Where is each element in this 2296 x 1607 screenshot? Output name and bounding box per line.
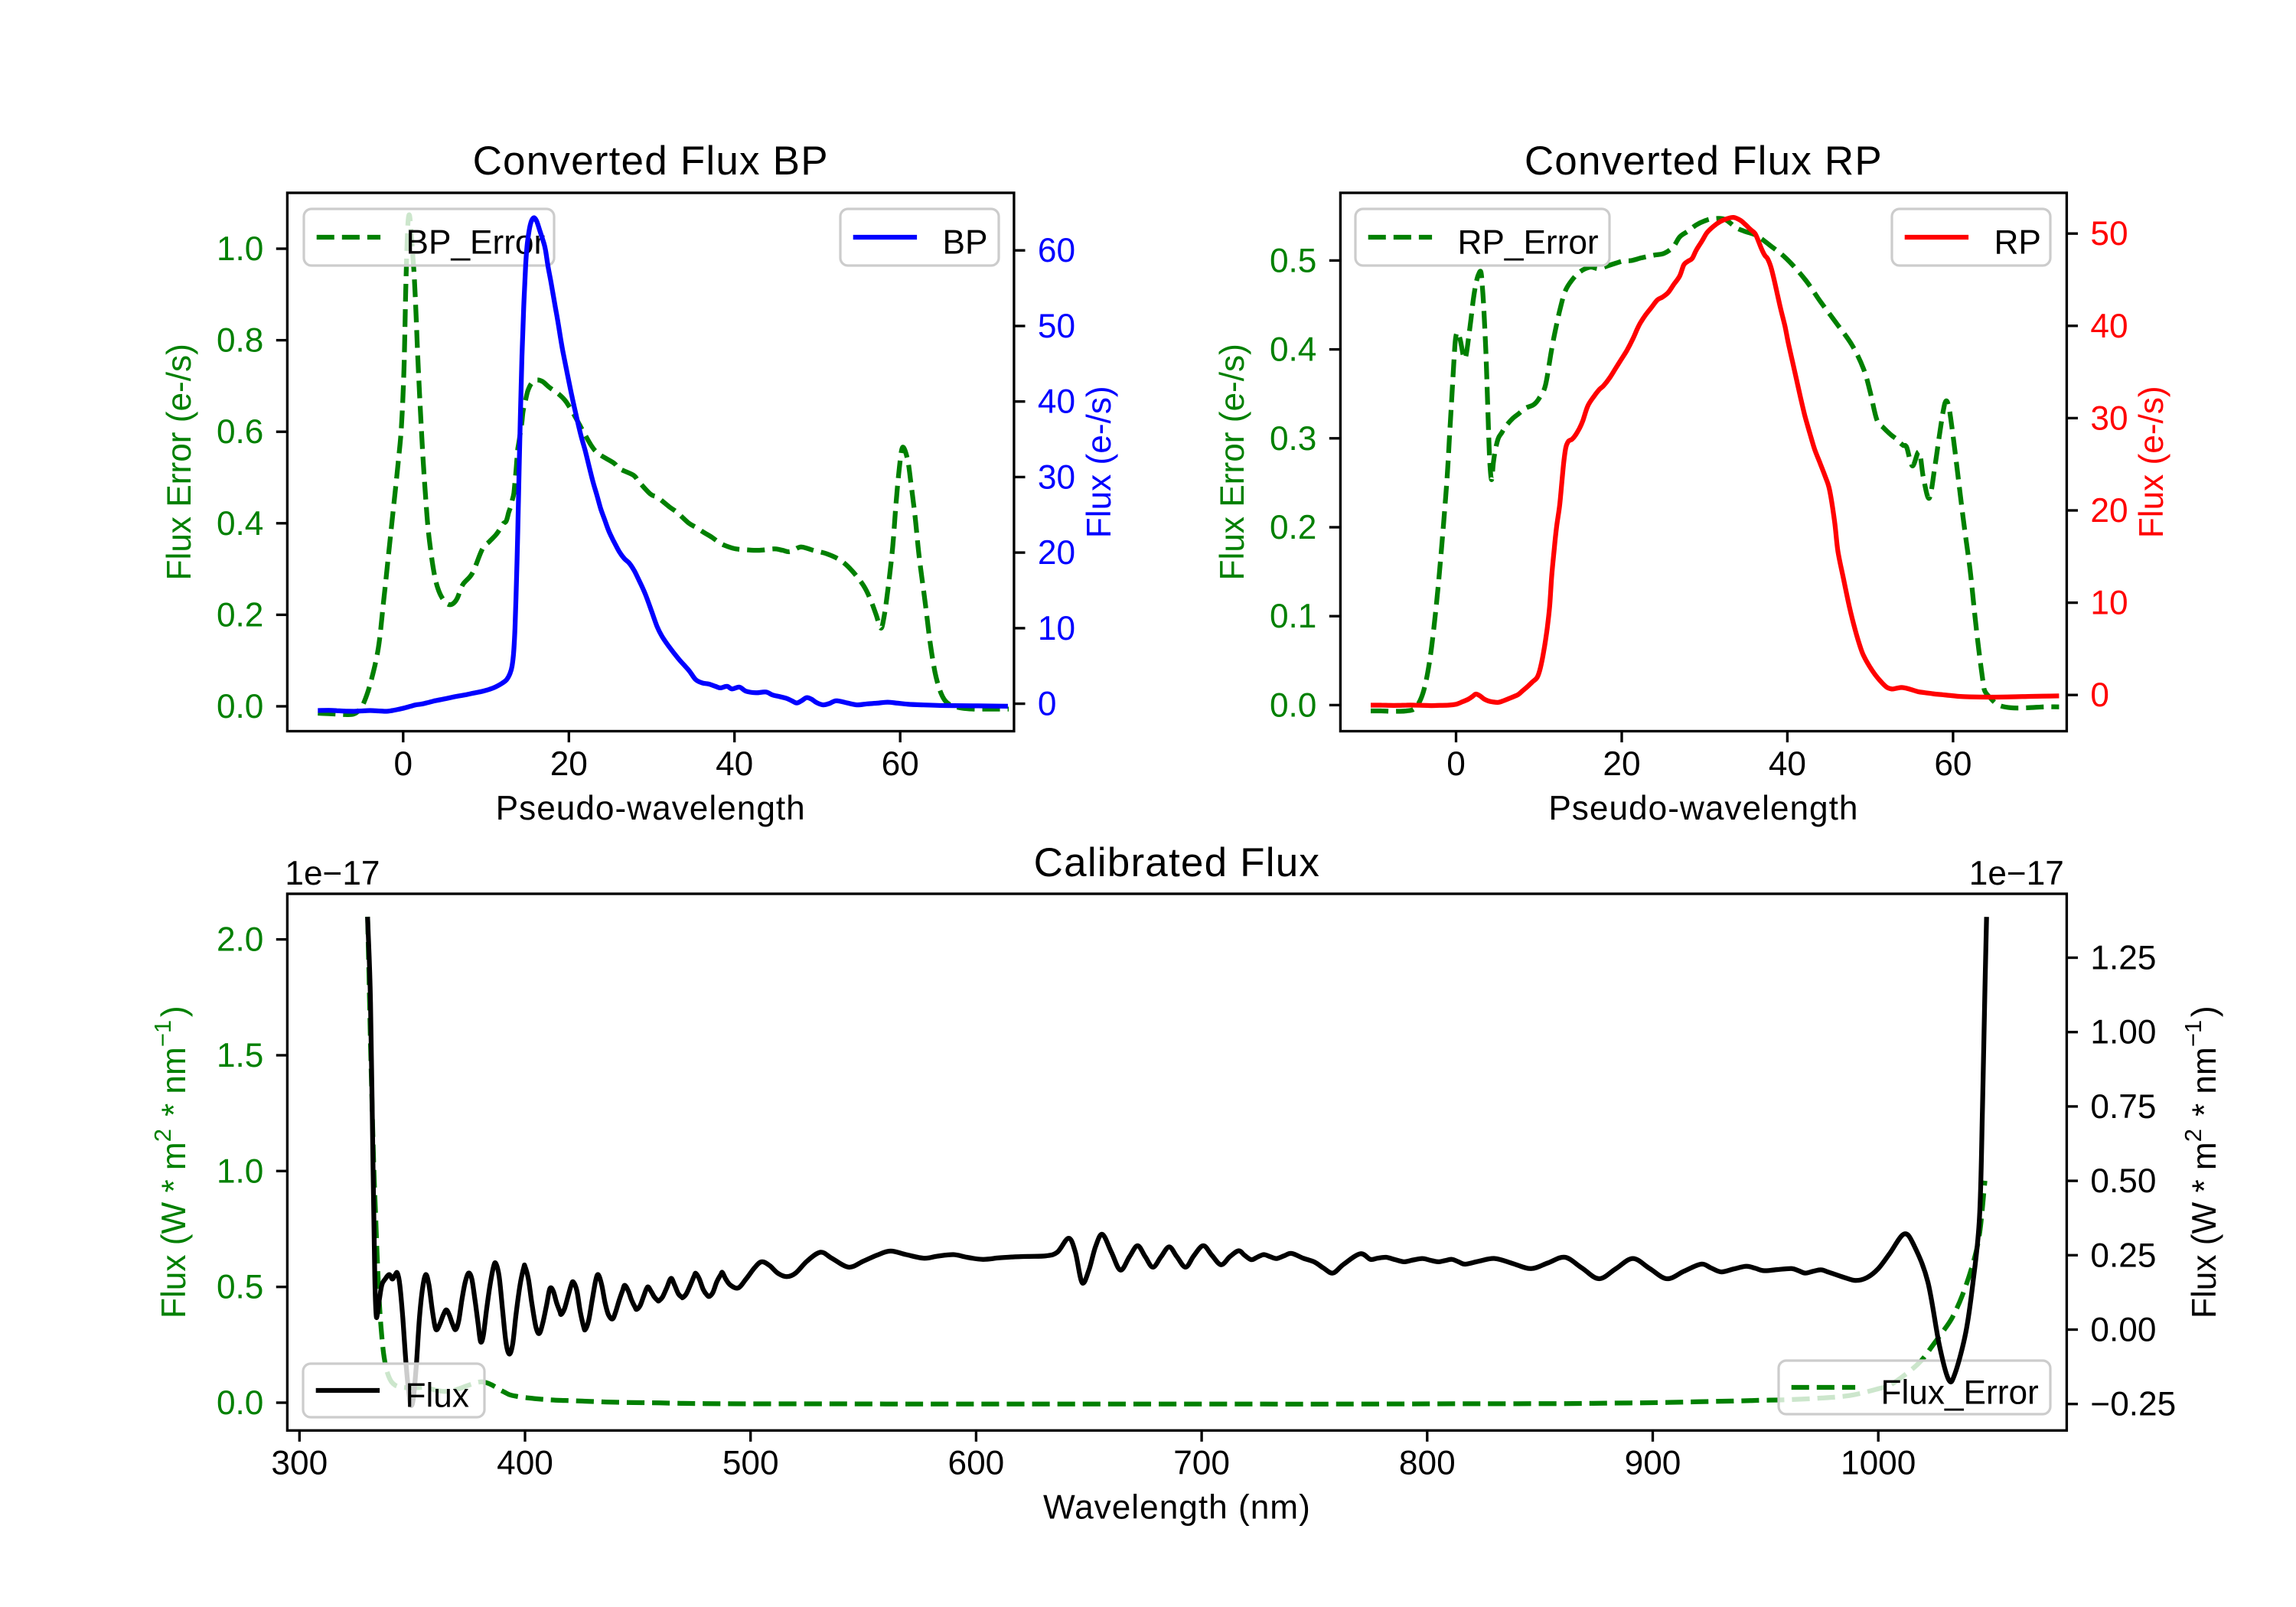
svg-text:40: 40: [2090, 308, 2128, 345]
svg-text:0.8: 0.8: [217, 322, 263, 360]
svg-text:30: 30: [2090, 399, 2128, 437]
svg-text:0: 0: [1038, 686, 1057, 723]
svg-text:Converted Flux RP: Converted Flux RP: [1525, 139, 1883, 184]
svg-text:0.0: 0.0: [217, 1384, 263, 1422]
svg-text:50: 50: [2090, 215, 2128, 253]
svg-text:50: 50: [1038, 308, 1075, 345]
svg-text:Flux Error (e-/s): Flux Error (e-/s): [161, 344, 198, 580]
svg-text:0.3: 0.3: [1270, 420, 1316, 458]
svg-text:Calibrated Flux: Calibrated Flux: [1034, 840, 1320, 885]
svg-text:−0.25: −0.25: [2090, 1386, 2176, 1423]
svg-text:RP_Error: RP_Error: [1458, 224, 1599, 262]
svg-text:20: 20: [550, 745, 588, 783]
svg-text:1000: 1000: [1841, 1445, 1916, 1482]
svg-text:0.25: 0.25: [2090, 1237, 2156, 1274]
svg-text:40: 40: [1038, 383, 1075, 421]
svg-text:400: 400: [497, 1445, 553, 1482]
svg-text:0.50: 0.50: [2090, 1162, 2156, 1200]
svg-text:0.6: 0.6: [217, 413, 263, 451]
svg-text:20: 20: [2090, 492, 2128, 530]
svg-text:Flux (e-/s): Flux (e-/s): [1081, 386, 1118, 538]
svg-text:0.2: 0.2: [1270, 509, 1316, 546]
svg-text:0: 0: [2090, 676, 2109, 714]
svg-text:10: 10: [1038, 610, 1075, 647]
svg-text:0.00: 0.00: [2090, 1312, 2156, 1349]
svg-text:BP_Error: BP_Error: [406, 224, 546, 262]
svg-text:30: 30: [1038, 458, 1075, 496]
svg-text:900: 900: [1625, 1445, 1681, 1482]
svg-text:0.0: 0.0: [1270, 686, 1316, 724]
svg-text:2.0: 2.0: [217, 921, 263, 959]
svg-text:20: 20: [1038, 534, 1075, 572]
svg-text:600: 600: [948, 1445, 1005, 1482]
svg-text:Pseudo-wavelength: Pseudo-wavelength: [1548, 790, 1858, 827]
svg-text:60: 60: [1038, 232, 1075, 269]
svg-text:0.5: 0.5: [1270, 242, 1316, 279]
svg-text:700: 700: [1173, 1445, 1230, 1482]
svg-text:0: 0: [394, 745, 413, 783]
svg-text:0.5: 0.5: [217, 1269, 263, 1306]
svg-text:800: 800: [1399, 1445, 1456, 1482]
svg-text:10: 10: [2090, 585, 2128, 622]
svg-text:1.0: 1.0: [217, 1152, 263, 1190]
svg-text:1e−17: 1e−17: [1969, 855, 2064, 892]
svg-text:Flux Error (e-/s): Flux Error (e-/s): [1214, 344, 1251, 580]
svg-text:20: 20: [1603, 745, 1640, 783]
svg-text:Flux (e-/s): Flux (e-/s): [2133, 386, 2170, 538]
svg-text:Flux_Error: Flux_Error: [1881, 1374, 2039, 1412]
svg-text:40: 40: [716, 745, 753, 783]
svg-text:1.00: 1.00: [2090, 1014, 2156, 1051]
svg-text:40: 40: [1769, 745, 1806, 783]
svg-text:Flux: Flux: [406, 1377, 469, 1415]
svg-text:Pseudo-wavelength: Pseudo-wavelength: [496, 790, 806, 827]
svg-text:1.0: 1.0: [217, 230, 263, 268]
svg-text:0.4: 0.4: [1270, 331, 1316, 369]
svg-text:1e−17: 1e−17: [285, 855, 380, 892]
svg-text:Converted Flux BP: Converted Flux BP: [473, 139, 829, 184]
svg-text:0.2: 0.2: [217, 596, 263, 634]
svg-text:300: 300: [271, 1445, 328, 1482]
svg-text:Flux (W * m2 * nm−1 ): Flux (W * m2 * nm−1 ): [2180, 1006, 2223, 1319]
svg-text:0: 0: [1446, 745, 1466, 783]
svg-text:Wavelength (nm): Wavelength (nm): [1043, 1489, 1311, 1527]
svg-text:BP: BP: [943, 224, 988, 262]
svg-text:1.5: 1.5: [217, 1037, 263, 1074]
svg-text:0.4: 0.4: [217, 505, 263, 543]
svg-text:500: 500: [722, 1445, 779, 1482]
svg-text:60: 60: [1934, 745, 1971, 783]
svg-text:0.75: 0.75: [2090, 1088, 2156, 1126]
svg-text:Flux (W * m2 * nm−1 ): Flux (W * m2 * nm−1 ): [149, 1006, 193, 1319]
svg-text:60: 60: [882, 745, 919, 783]
svg-text:1.25: 1.25: [2090, 940, 2156, 977]
svg-text:0.1: 0.1: [1270, 598, 1316, 635]
svg-text:0.0: 0.0: [217, 688, 263, 725]
svg-text:RP: RP: [1994, 224, 2041, 262]
